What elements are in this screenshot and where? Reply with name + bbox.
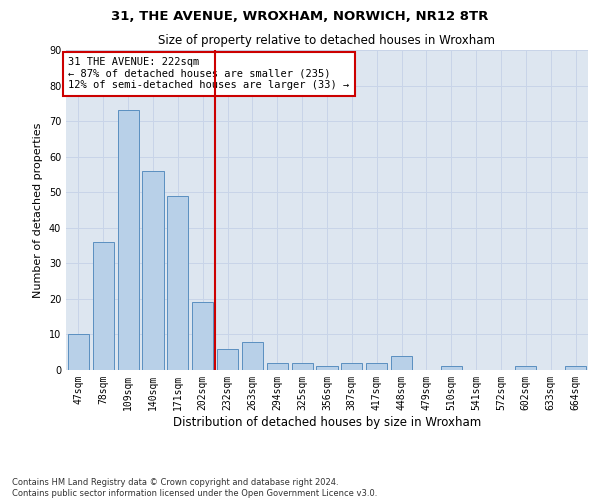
Bar bbox=[167, 196, 188, 370]
Bar bbox=[341, 363, 362, 370]
Bar bbox=[366, 363, 387, 370]
Text: 31, THE AVENUE, WROXHAM, NORWICH, NR12 8TR: 31, THE AVENUE, WROXHAM, NORWICH, NR12 8… bbox=[112, 10, 488, 23]
Title: Size of property relative to detached houses in Wroxham: Size of property relative to detached ho… bbox=[158, 34, 496, 48]
Text: Contains HM Land Registry data © Crown copyright and database right 2024.
Contai: Contains HM Land Registry data © Crown c… bbox=[12, 478, 377, 498]
Bar bbox=[565, 366, 586, 370]
Bar bbox=[316, 366, 338, 370]
Bar bbox=[242, 342, 263, 370]
Bar bbox=[118, 110, 139, 370]
Bar bbox=[267, 363, 288, 370]
Bar bbox=[192, 302, 213, 370]
X-axis label: Distribution of detached houses by size in Wroxham: Distribution of detached houses by size … bbox=[173, 416, 481, 428]
Bar bbox=[142, 171, 164, 370]
Bar bbox=[292, 363, 313, 370]
Bar bbox=[441, 366, 462, 370]
Y-axis label: Number of detached properties: Number of detached properties bbox=[33, 122, 43, 298]
Bar bbox=[515, 366, 536, 370]
Bar bbox=[391, 356, 412, 370]
Bar bbox=[93, 242, 114, 370]
Bar bbox=[217, 348, 238, 370]
Text: 31 THE AVENUE: 222sqm
← 87% of detached houses are smaller (235)
12% of semi-det: 31 THE AVENUE: 222sqm ← 87% of detached … bbox=[68, 57, 350, 90]
Bar bbox=[68, 334, 89, 370]
